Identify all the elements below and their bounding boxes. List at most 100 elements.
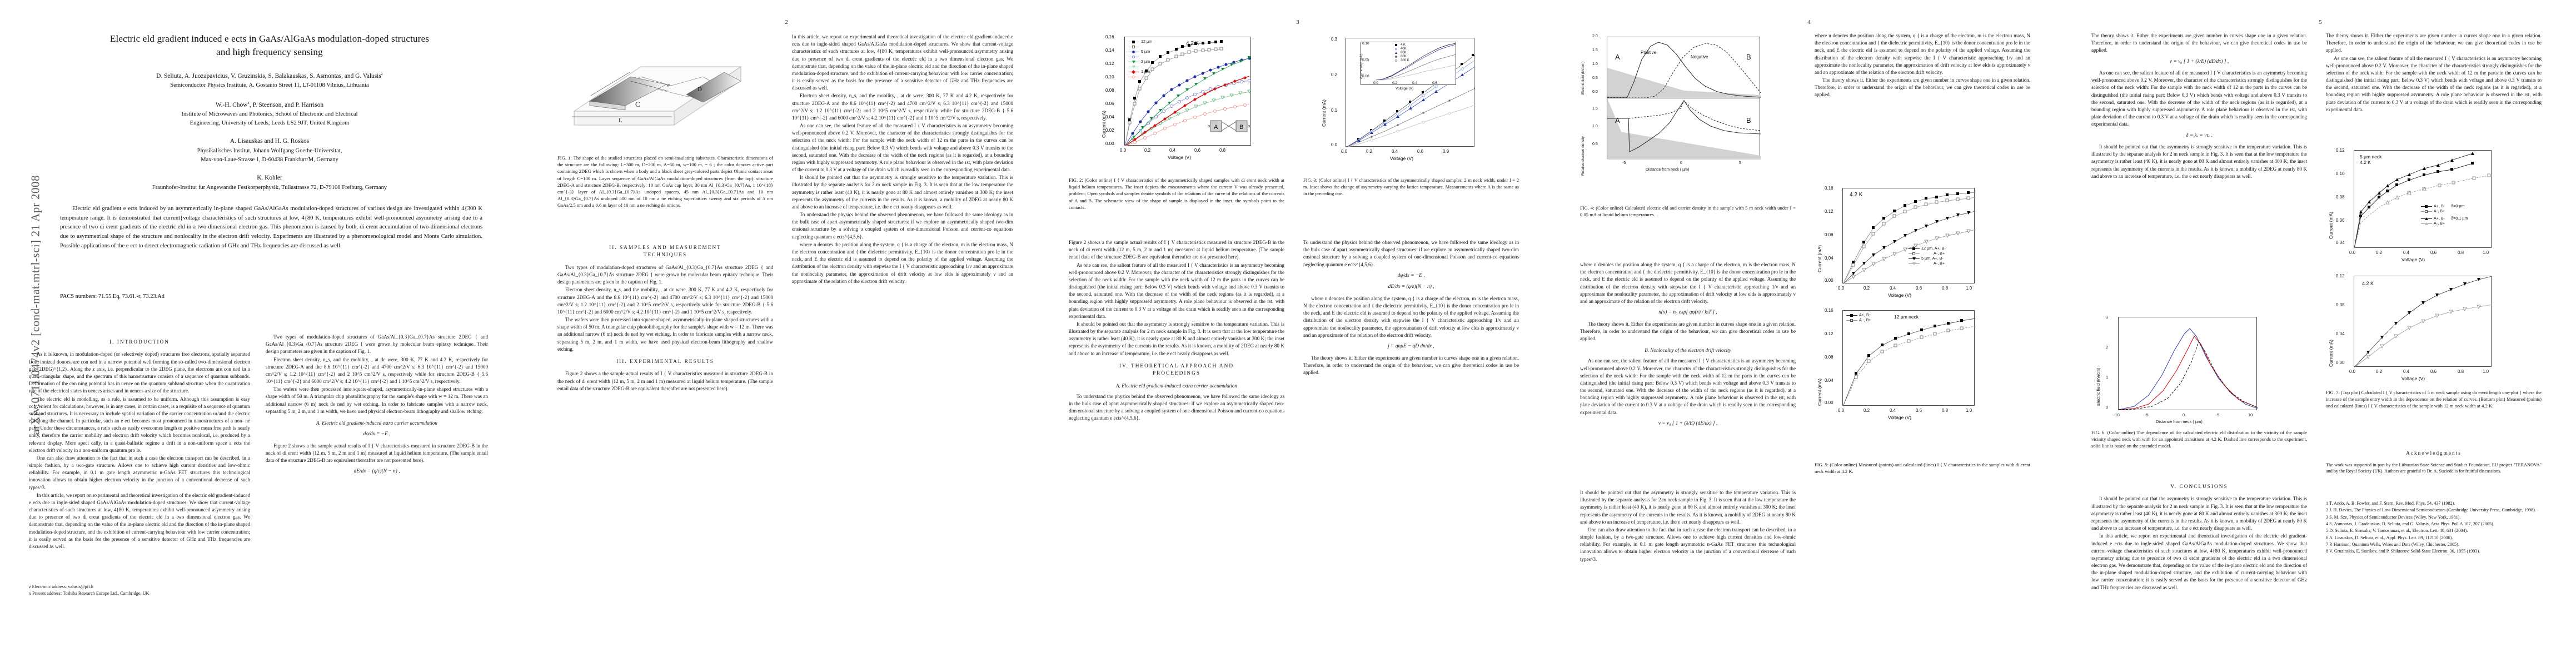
- legend-marker-open-triangle-up: [2421, 222, 2432, 226]
- fig5-top-legend: 12 µm, A+, B- A-, B+ 5 µm, A+, B- A-, B+: [1909, 246, 1946, 266]
- legend-marker-filled-triangle-down: [1909, 257, 1920, 261]
- paragraph: As one can see, the salient feature of a…: [2091, 70, 2307, 127]
- footnote-block: z Electronic address: valusis@pfi.lt x P…: [29, 584, 250, 598]
- fig7-top-ytick: 0.04: [2336, 240, 2345, 245]
- legend-marker-filled-square: [1846, 313, 1857, 317]
- title-line-1: Electric eld gradient induced e ects in …: [109, 33, 430, 44]
- paragraph: The theory shows it. Either the experime…: [1815, 77, 2030, 98]
- paragraph: The theory shows it. Either the experime…: [1580, 321, 1796, 341]
- legend-note: δ=0 µm: [2451, 203, 2465, 209]
- fig5-bottom-ytick: 0.12: [1825, 331, 1833, 336]
- fig7-top-xtick: 0.0: [2349, 250, 2356, 255]
- paragraph: It should be pointed out that the asymme…: [792, 175, 1013, 210]
- fig5-bottom-ylabel: Current (mA): [1817, 378, 1822, 406]
- fig2-ytick: 0.02: [1105, 128, 1114, 133]
- legend-note: δ=0.1 µm: [2451, 216, 2468, 221]
- fig5-top-xtick: 0.0: [1838, 286, 1845, 291]
- fig3-xtick: 0.2: [1366, 149, 1373, 154]
- page-4: 4 Electric field (kV/cm) 2.0 1.5 1.0 0.5…: [1553, 0, 2065, 667]
- fig4-top-ytick: 0.5: [1592, 76, 1598, 80]
- equation: v = v₀ [ 1 + (λ/E) (dE/dx) ] ,: [1658, 420, 1718, 426]
- fig4-bottom-ylabel: Relative electron density: [1581, 136, 1585, 176]
- fig4-bottom-ytick: 0.5: [1592, 142, 1598, 146]
- fig2-ytick: 0.16: [1105, 34, 1114, 39]
- page3-column-left: Figure 2 shows a the sample actual resul…: [1069, 239, 1284, 423]
- legend-label: A-, B+: [2434, 208, 2445, 214]
- legend-marker-open-circle-red: [1128, 75, 1139, 79]
- fig4-label-A: A: [1615, 53, 1620, 61]
- paragraph: The wafers were then processed into squa…: [266, 386, 488, 414]
- legend-marker-filled-triangle-up: [2421, 217, 2432, 221]
- fig7-top-ytick: 0.12: [2336, 148, 2345, 153]
- page-title: Electric eld gradient induced e ects in …: [39, 32, 500, 59]
- page-1: arXiv:0711.0474v2 [cond-mat.mtrl-sci] 21…: [0, 0, 531, 667]
- paragraph: To understand the physics behind the obs…: [792, 212, 1013, 240]
- fig5-bottom-xtick: 1.0: [1966, 408, 1972, 413]
- paragraph: Figure 2 shows a the sample actual resul…: [266, 442, 488, 464]
- reference-item: 8 V. Gruzinskis, E. Starikov, and P. Shi…: [2326, 549, 2480, 554]
- author-names-2: W.-H. Chow: [215, 101, 248, 108]
- fig7-bottom-ytick: 0.12: [2336, 273, 2345, 278]
- fig7-bottom-xtick: 0.8: [2458, 369, 2464, 374]
- page-2: 2: [531, 0, 1042, 667]
- legend-marker-open-square-black: [1128, 45, 1139, 49]
- fig2-ytick: 0.06: [1105, 101, 1114, 106]
- fig4-bottom-svg: A B: [1607, 98, 1761, 160]
- subsection-heading: A. Electric eld gradient-induced extra c…: [1116, 382, 1237, 389]
- fig4-top-ylabel: Electric field (kV/cm): [1581, 61, 1585, 94]
- legend-item: A-, B+: [2421, 208, 2468, 214]
- acknowledgments-block: Acknowledgments The work was supported i…: [2326, 445, 2542, 474]
- legend-item: A+, B-δ=0 µm: [2421, 203, 2468, 209]
- section-heading-theory: IV. THEORETICAL APPROACH AND PROCEEDINGS: [1119, 363, 1234, 377]
- paragraph: It should be pointed out that the asymme…: [1069, 321, 1284, 356]
- paragraph: To understand the physics behind the obs…: [1303, 240, 1519, 267]
- page4-column-right-text: where n denotes the position along the s…: [1815, 32, 2030, 99]
- fig5-bottom-ytick: 0.08: [1825, 355, 1833, 360]
- fig3-inset-ytick: 0.00: [1362, 74, 1369, 78]
- legend-label: 12 µm: [1141, 39, 1153, 44]
- author-sup-1: z: [381, 72, 383, 76]
- fig3-inset-xlabel: Voltage (V): [1396, 87, 1414, 91]
- section-heading-introduction: I. INTRODUCTION: [109, 340, 170, 345]
- paragraph: where n denotes the position along the s…: [792, 241, 1013, 284]
- fig7-bottom-ytick: 0.04: [2336, 331, 2345, 336]
- legend-item: 5 µm: [1128, 49, 1152, 54]
- page4-column-left: where n denotes the position along the s…: [1580, 261, 1796, 431]
- fig6-xtick: 5: [2217, 412, 2220, 417]
- fig6-ytick: 1: [2106, 375, 2109, 380]
- figure-7-caption: FIG. 7: (Top plot) Calculated I { V char…: [2326, 390, 2542, 409]
- reference-item: 5 D. Seliuta, E. Sirmulis, V. Tamosiunas…: [2326, 528, 2468, 534]
- fig6-xtick: 10: [2248, 412, 2253, 417]
- affiliation-3: Physikalisches Institut, Johann Wolfgang…: [197, 148, 342, 163]
- references-list: 1 T. Ando, A. B. Fowler, and F. Stern, R…: [2326, 500, 2542, 555]
- fig5-top-annotation: 4.2 K: [1850, 192, 1863, 198]
- fig3-inset-plot-area: 0.10 0.05 0.00 4 K 40K 60K 80K 300: [1360, 42, 1456, 91]
- fig5-bottom-xtick: 0.8: [1942, 408, 1949, 413]
- fig4-top-ytick: 2.0: [1592, 34, 1598, 38]
- paragraph: In this article, we report on experiment…: [792, 34, 1013, 91]
- page-5: 5 The theory shows it. Either the experi…: [2065, 0, 2576, 667]
- fig2-ytick: 0.08: [1105, 88, 1114, 93]
- fig5-bottom-xtick: 0.2: [1864, 408, 1870, 413]
- legend-item: [1128, 64, 1152, 69]
- equation: dφ/dx = −E ,: [1397, 272, 1425, 278]
- fig5-bottom-ytick: 0.00: [1825, 400, 1833, 405]
- fig5-top-xtick: 0.2: [1864, 286, 1870, 291]
- fig7-bottom-plot-area: 4.2 K: [2354, 276, 2493, 368]
- affiliation-4: Fraunhofer-Institut fur Angewandte Festk…: [152, 185, 387, 191]
- fig7-top-ytick: 0.08: [2336, 195, 2345, 200]
- legend-label: A+, B-: [2434, 203, 2445, 209]
- legend-label: 5 µm: [1141, 49, 1150, 54]
- fig3-inset-xtick: 0.0: [1373, 81, 1379, 85]
- fig7-bottom-xtick: 0.2: [2376, 369, 2383, 374]
- paragraph: Electron sheet density, n_s, and the mob…: [557, 287, 773, 315]
- legend-label: A+, B -: [1859, 312, 1872, 318]
- legend-label: 80K: [1401, 55, 1407, 59]
- fig2-plot-area: 12 µm 5 µm: [1124, 37, 1252, 147]
- paragraph: In this article, we report on experiment…: [29, 492, 250, 549]
- figure-1-caption: FIG. 1: The shape of the studied structu…: [557, 155, 773, 208]
- figure-6: Electric field (kV/cm) 3 2 1 0 -10 -5 0 …: [2094, 311, 2277, 450]
- fig3-xtick: 0.0: [1341, 149, 1348, 154]
- page-3: 3 Current (mA) 0.16 0.14 0.12 0.10 0.08 …: [1042, 0, 1553, 667]
- fig2-xtick: 0.4: [1169, 148, 1176, 153]
